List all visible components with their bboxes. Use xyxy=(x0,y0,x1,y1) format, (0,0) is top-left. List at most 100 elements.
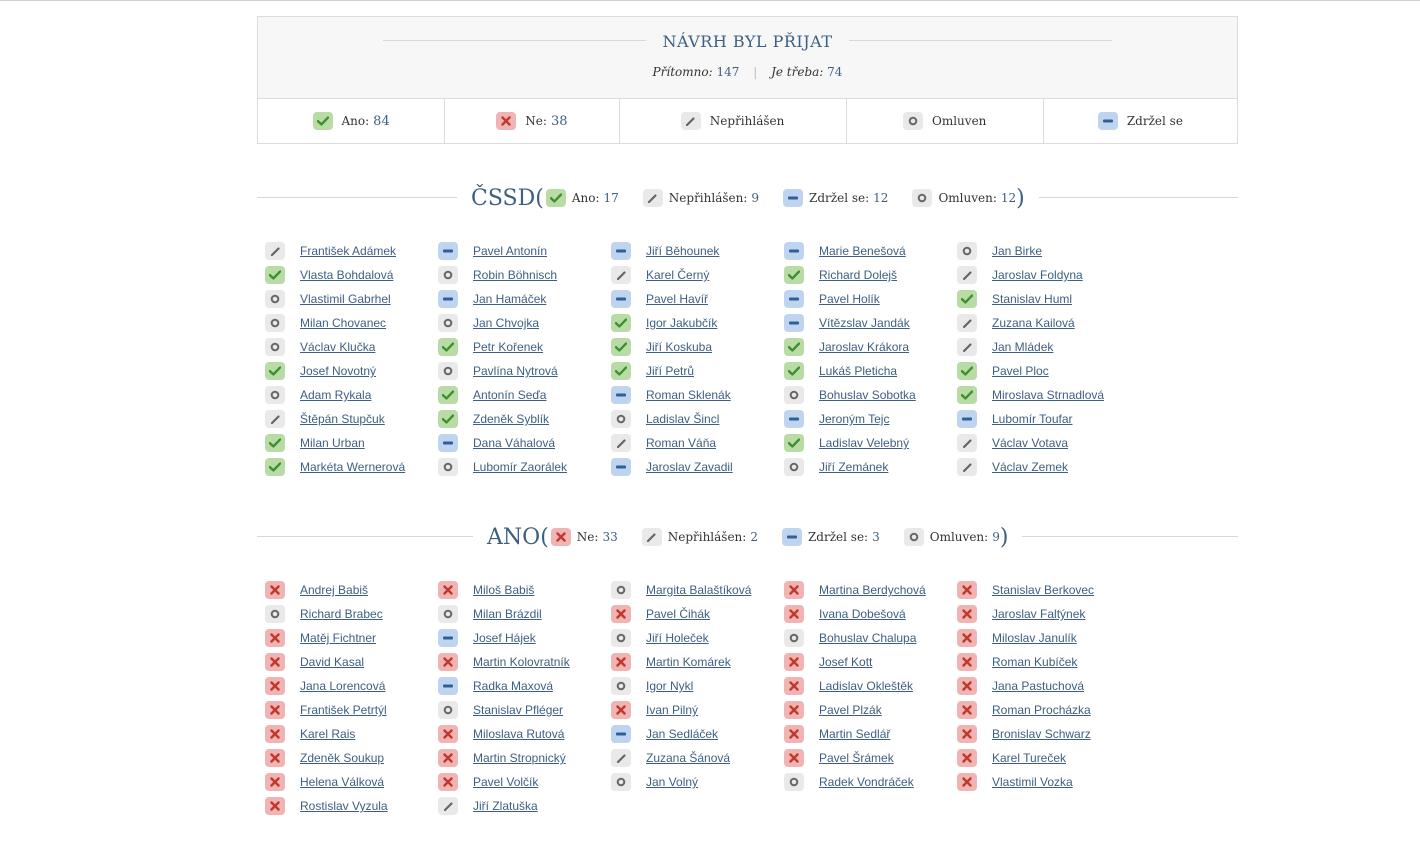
member-link[interactable]: Miroslava Strnadlová xyxy=(992,388,1105,402)
member-link[interactable]: Milan Urban xyxy=(300,436,365,450)
member-link[interactable]: Stanislav Pfléger xyxy=(473,703,564,717)
member-link[interactable]: Rostislav Vyzula xyxy=(300,799,388,813)
member-link[interactable]: Pavel Holík xyxy=(819,292,880,306)
member-link[interactable]: Miloslav Janulík xyxy=(992,631,1077,645)
member-link[interactable]: Josef Novotný xyxy=(300,364,377,378)
member-link[interactable]: Lubomír Zaorálek xyxy=(473,460,568,474)
member-link[interactable]: Igor Nykl xyxy=(646,679,694,693)
member-link[interactable]: Ivana Dobešová xyxy=(819,607,906,621)
member-link[interactable]: Stanislav Huml xyxy=(992,292,1073,306)
member-link[interactable]: Ivan Pilný xyxy=(646,703,699,717)
member-link[interactable]: Martin Komárek xyxy=(646,655,731,669)
member-link[interactable]: Pavel Antonín xyxy=(473,244,548,258)
member-link[interactable]: Jeroným Tejc xyxy=(819,412,890,426)
member-link[interactable]: Martin Stropnický xyxy=(473,751,566,765)
member-link[interactable]: Jiří Zemánek xyxy=(819,460,889,474)
member-link[interactable]: Václav Votava xyxy=(992,436,1069,450)
member-link[interactable]: Stanislav Berkovec xyxy=(992,583,1095,597)
member-link[interactable]: Bronislav Schwarz xyxy=(992,727,1091,741)
member-link[interactable]: Štěpán Stupčuk xyxy=(300,412,385,426)
member-link[interactable]: Ladislav Velebný xyxy=(819,436,910,450)
member-link[interactable]: Karel Tureček xyxy=(992,751,1067,765)
member-link[interactable]: Roman Procházka xyxy=(992,703,1091,717)
member-link[interactable]: Ladislav Okleštěk xyxy=(819,679,914,693)
member-link[interactable]: Vlasta Bohdalová xyxy=(300,268,394,282)
member-link[interactable]: Miloslava Rutová xyxy=(473,727,565,741)
member-link[interactable]: Pavel Čihák xyxy=(646,607,711,621)
member-link[interactable]: Robin Böhnisch xyxy=(473,268,558,282)
member-link[interactable]: Antonín Seďa xyxy=(473,388,547,402)
member-link[interactable]: Josef Hájek xyxy=(473,631,536,645)
member-link[interactable]: Jan Birke xyxy=(992,244,1043,258)
member-link[interactable]: Pavel Havíř xyxy=(646,292,709,306)
member-link[interactable]: David Kasal xyxy=(300,655,365,669)
member-link[interactable]: Andrej Babiš xyxy=(300,583,369,597)
member-link[interactable]: Dana Váhalová xyxy=(473,436,556,450)
member-link[interactable]: Milan Chovanec xyxy=(300,316,387,330)
member-link[interactable]: Richard Brabec xyxy=(300,607,383,621)
member-link[interactable]: Jiří Běhounek xyxy=(646,244,720,258)
member-link[interactable]: Helena Válková xyxy=(300,775,385,789)
member-link[interactable]: Jana Pastuchová xyxy=(992,679,1085,693)
member-link[interactable]: Bohuslav Sobotka xyxy=(819,388,916,402)
member-link[interactable]: Petr Kořenek xyxy=(473,340,544,354)
member-item: Jana Pastuchová xyxy=(957,674,1127,698)
member-link[interactable]: Martin Kolovratník xyxy=(473,655,570,669)
member-link[interactable]: Roman Sklenák xyxy=(646,388,731,402)
member-link[interactable]: Jaroslav Zavadil xyxy=(646,460,733,474)
member-link[interactable]: Martin Sedlář xyxy=(819,727,891,741)
member-link[interactable]: František Petrtýl xyxy=(300,703,387,717)
member-link[interactable]: Jaroslav Faltýnek xyxy=(992,607,1086,621)
member-link[interactable]: Igor Jakubčík xyxy=(646,316,718,330)
member-link[interactable]: Adam Rykala xyxy=(300,388,372,402)
member-link[interactable]: Radka Maxová xyxy=(473,679,554,693)
member-link[interactable]: Jan Sedláček xyxy=(646,727,719,741)
member-link[interactable]: Zuzana Kailová xyxy=(992,316,1075,330)
member-link[interactable]: Marie Benešová xyxy=(819,244,906,258)
member-link[interactable]: František Adámek xyxy=(300,244,397,258)
member-link[interactable]: Jiří Koskuba xyxy=(646,340,713,354)
member-link[interactable]: Milan Brázdil xyxy=(473,607,542,621)
member-link[interactable]: Lukáš Pleticha xyxy=(819,364,898,378)
member-link[interactable]: Jiří Petrů xyxy=(646,364,695,378)
member-link[interactable]: Lubomír Toufar xyxy=(992,412,1073,426)
member-link[interactable]: Markéta Wernerová xyxy=(300,460,406,474)
member-link[interactable]: Václav Klučka xyxy=(300,340,376,354)
member-link[interactable]: Karel Černý xyxy=(646,268,710,282)
member-link[interactable]: Bohuslav Chalupa xyxy=(819,631,917,645)
member-link[interactable]: Jiří Zlatuška xyxy=(473,799,538,813)
member-link[interactable]: Margita Balaštíková xyxy=(646,583,752,597)
cross-icon xyxy=(265,797,285,815)
member-link[interactable]: Pavel Volčík xyxy=(473,775,539,789)
member-link[interactable]: Jan Chvojka xyxy=(473,316,540,330)
vote-result-panel: NÁVRH BYL PŘIJAT Přítomno: 147 | Je třeb… xyxy=(257,16,1238,144)
member-link[interactable]: Václav Zemek xyxy=(992,460,1069,474)
member-link[interactable]: Vlastimil Gabrhel xyxy=(300,292,391,306)
member-link[interactable]: Roman Váňa xyxy=(646,436,717,450)
member-link[interactable]: Roman Kubíček xyxy=(992,655,1078,669)
member-link[interactable]: Zuzana Šánová xyxy=(646,751,731,765)
member-link[interactable]: Radek Vondráček xyxy=(819,775,914,789)
member-link[interactable]: Karel Rais xyxy=(300,727,356,741)
member-link[interactable]: Jan Mládek xyxy=(992,340,1054,354)
member-link[interactable]: Richard Dolejš xyxy=(819,268,898,282)
member-link[interactable]: Vlastimil Vozka xyxy=(992,775,1073,789)
member-link[interactable]: Zdeněk Syblík xyxy=(473,412,550,426)
member-link[interactable]: Josef Kott xyxy=(819,655,873,669)
member-link[interactable]: Jaroslav Krákora xyxy=(819,340,910,354)
member-link[interactable]: Pavel Plzák xyxy=(819,703,882,717)
member-link[interactable]: Pavel Šrámek xyxy=(819,751,894,765)
member-link[interactable]: Matěj Fichtner xyxy=(300,631,377,645)
member-link[interactable]: Jan Hamáček xyxy=(473,292,547,306)
member-link[interactable]: Jaroslav Foldyna xyxy=(992,268,1083,282)
member-link[interactable]: Zdeněk Soukup xyxy=(300,751,385,765)
member-link[interactable]: Martina Berdychová xyxy=(819,583,926,597)
member-link[interactable]: Pavlína Nytrová xyxy=(473,364,558,378)
member-link[interactable]: Ladislav Šincl xyxy=(646,412,720,426)
member-link[interactable]: Jan Volný xyxy=(646,775,699,789)
member-link[interactable]: Miloš Babiš xyxy=(473,583,535,597)
member-link[interactable]: Jiří Holeček xyxy=(646,631,709,645)
member-link[interactable]: Vítězslav Jandák xyxy=(819,316,910,330)
member-link[interactable]: Pavel Ploc xyxy=(992,364,1049,378)
member-link[interactable]: Jana Lorencová xyxy=(300,679,386,693)
